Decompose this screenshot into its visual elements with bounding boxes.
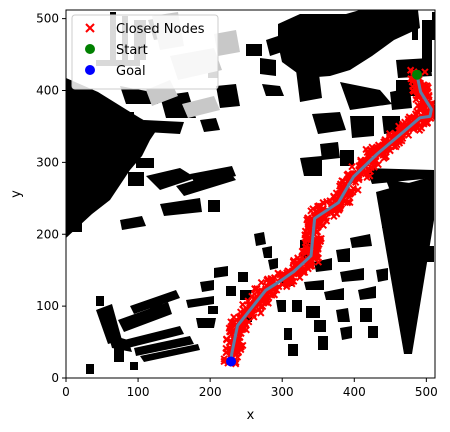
closed-node-marker	[420, 120, 428, 128]
legend-box	[71, 14, 219, 90]
closed-node-marker	[363, 148, 371, 157]
closed-node-marker	[257, 278, 266, 287]
closed-node-marker	[244, 297, 252, 305]
closed-node-marker	[220, 357, 228, 366]
closed-node-marker	[357, 156, 365, 164]
y-axis-label: y	[9, 190, 24, 198]
x-tick-label: 300	[271, 385, 294, 399]
legend: Closed Nodes Start Goal	[71, 14, 219, 90]
closed-node-marker	[387, 132, 395, 140]
closed-node-marker	[420, 105, 429, 114]
closed-node-marker	[421, 68, 429, 76]
legend-closed-nodes-marker	[85, 23, 95, 33]
y-tick-label: 300	[36, 155, 59, 169]
closed-node-marker	[346, 198, 354, 207]
closed-node-marker	[227, 318, 235, 326]
path-line	[229, 74, 433, 362]
closed-node-marker	[379, 151, 387, 159]
closed-node-marker	[230, 313, 238, 321]
closed-node-marker	[304, 214, 312, 222]
closed-node-marker	[314, 235, 323, 243]
closed-node-marker	[412, 95, 420, 104]
x-tick-label: 400	[343, 385, 366, 399]
closed-node-marker	[408, 114, 416, 123]
closed-node-marker	[332, 189, 341, 197]
legend-goal-marker	[85, 65, 95, 75]
x-tick-label: 200	[199, 385, 222, 399]
legend-closed-nodes-label: Closed Nodes	[116, 22, 205, 37]
obstacle-map	[66, 10, 435, 374]
x-tick-label: 0	[62, 385, 70, 399]
x-tick-label: 500	[415, 385, 438, 399]
closed-node-marker	[413, 107, 421, 116]
closed-node-marker	[267, 274, 275, 283]
closed-node-marker	[299, 268, 307, 276]
goal-marker	[226, 356, 237, 367]
y-tick-label: 200	[36, 227, 59, 241]
closed-node-marker	[363, 173, 371, 182]
closed-node-marker	[272, 286, 281, 294]
y-axis-ticks: 0 100 200 300 400 500	[36, 12, 66, 385]
closed-node-marker	[255, 305, 263, 314]
axes-frame	[65, 9, 436, 379]
x-tick-label: 100	[127, 385, 150, 399]
y-tick-label: 400	[36, 84, 59, 98]
closed-node-marker	[314, 222, 323, 231]
closed-node-marker	[305, 223, 313, 232]
closed-node-marker	[348, 163, 356, 171]
y-tick-label: 100	[36, 299, 59, 313]
x-axis-label: x	[247, 408, 255, 423]
y-tick-label: 500	[36, 12, 59, 26]
x-axis-ticks: 0 100 200 300 400 500	[62, 378, 438, 399]
closed-node-marker	[354, 186, 362, 194]
legend-start-marker	[85, 44, 95, 54]
closed-node-marker	[232, 350, 241, 358]
legend-goal-label: Goal	[116, 64, 146, 79]
legend-start-label: Start	[116, 43, 148, 58]
start-marker	[411, 69, 422, 80]
closed-node-marker	[395, 122, 403, 130]
closed-node-marker	[314, 242, 322, 251]
closed-node-marker	[282, 282, 291, 291]
closed-node-marker	[257, 309, 265, 317]
closed-node-marker	[222, 348, 231, 356]
closed-node-marker	[374, 160, 382, 169]
closed-node-marker	[270, 291, 279, 299]
closed-node-marker	[222, 336, 231, 344]
y-tick-label: 0	[51, 371, 59, 385]
